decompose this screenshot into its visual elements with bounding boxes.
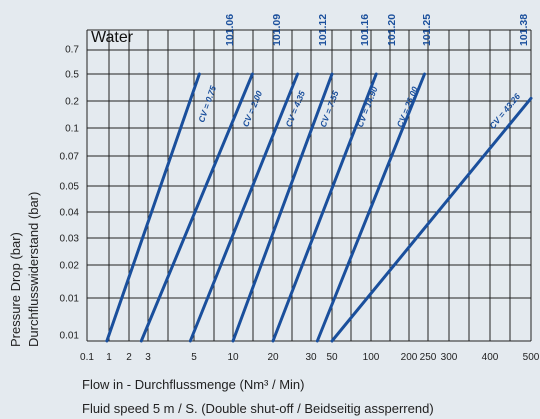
- x-tick-label: 30: [305, 352, 317, 363]
- x-axis-label: Flow in - Durchflussmenge (Nm³ / Min): [82, 377, 305, 392]
- series-line: [330, 96, 533, 343]
- y-axis-label: Pressure Drop (bar): [8, 232, 23, 347]
- x-tick-label: 5: [191, 352, 197, 363]
- x-tick-label: 100: [363, 352, 380, 363]
- cv-label: CV = 43.26: [487, 91, 522, 131]
- model-label: 101.25: [421, 14, 433, 46]
- series-line: [231, 72, 334, 343]
- cv-label: CV = 4.35: [283, 89, 307, 128]
- y-tick-label: 0.01: [60, 331, 80, 342]
- y-tick-label: 0.2: [65, 97, 79, 108]
- chart-title: Water: [91, 29, 134, 46]
- model-label: 101.20: [386, 14, 398, 46]
- x-tick-label: 250: [420, 352, 437, 363]
- x-tick-label: 300: [441, 352, 458, 363]
- cv-label: CV = 0.75: [196, 84, 218, 123]
- cv-label: CV = 26.00: [395, 85, 420, 129]
- model-label: 101.06: [224, 14, 236, 46]
- y-tick-label: 0.01: [60, 294, 80, 305]
- y-tick-label: 0.1: [65, 124, 79, 135]
- y-tick-labels: 0.7 0.5 0.2 0.1 0.07 0.05 0.04 0.03 0.02 0.01 0.01: [60, 45, 80, 342]
- y-tick-label: 0.02: [60, 261, 80, 272]
- y-tick-label: 0.5: [65, 70, 79, 81]
- series-line: [188, 72, 300, 343]
- x-tick-label: 500: [523, 352, 540, 363]
- model-label: 101.38: [518, 14, 530, 46]
- x-tick-labels: 0.1 1 2 3 5 10 20 30 50 100 200 250 300 400 500: [80, 352, 540, 363]
- chart-footnote: Fluid speed 5 m / S. (Double shut-off / …: [82, 401, 434, 416]
- y-tick-label: 0.03: [60, 234, 80, 245]
- model-label: 101.09: [271, 14, 283, 46]
- cv-label: CV = 7.55: [318, 89, 341, 128]
- model-labels: 101.06 101.09 101.12 101.16 101.20 101.25 101.…: [224, 14, 530, 46]
- x-tick-label: 10: [227, 352, 239, 363]
- x-tick-label: 0.1: [80, 352, 94, 363]
- series-line: [315, 72, 427, 343]
- series-line: [139, 72, 254, 343]
- y-tick-label: 0.04: [60, 208, 80, 219]
- chart-grid: [86, 29, 532, 342]
- x-tick-label: 400: [482, 352, 499, 363]
- cv-label: CV = 14.90: [355, 85, 380, 129]
- x-tick-label: 20: [267, 352, 279, 363]
- x-tick-label: 1: [106, 352, 112, 363]
- model-label: 101.12: [317, 14, 329, 46]
- x-tick-label: 3: [145, 352, 151, 363]
- model-label: 101.16: [359, 14, 371, 46]
- chart-series: [105, 72, 533, 343]
- y-tick-label: 0.05: [60, 182, 80, 193]
- x-tick-label: 50: [326, 352, 338, 363]
- x-tick-label: 200: [401, 352, 418, 363]
- y-axis-label-de: Durchflusswiderstand (bar): [26, 192, 41, 347]
- y-tick-label: 0.7: [65, 45, 79, 56]
- x-tick-label: 2: [126, 352, 132, 363]
- series-line: [105, 72, 201, 343]
- y-tick-label: 0.07: [60, 152, 80, 163]
- series-line: [271, 72, 378, 343]
